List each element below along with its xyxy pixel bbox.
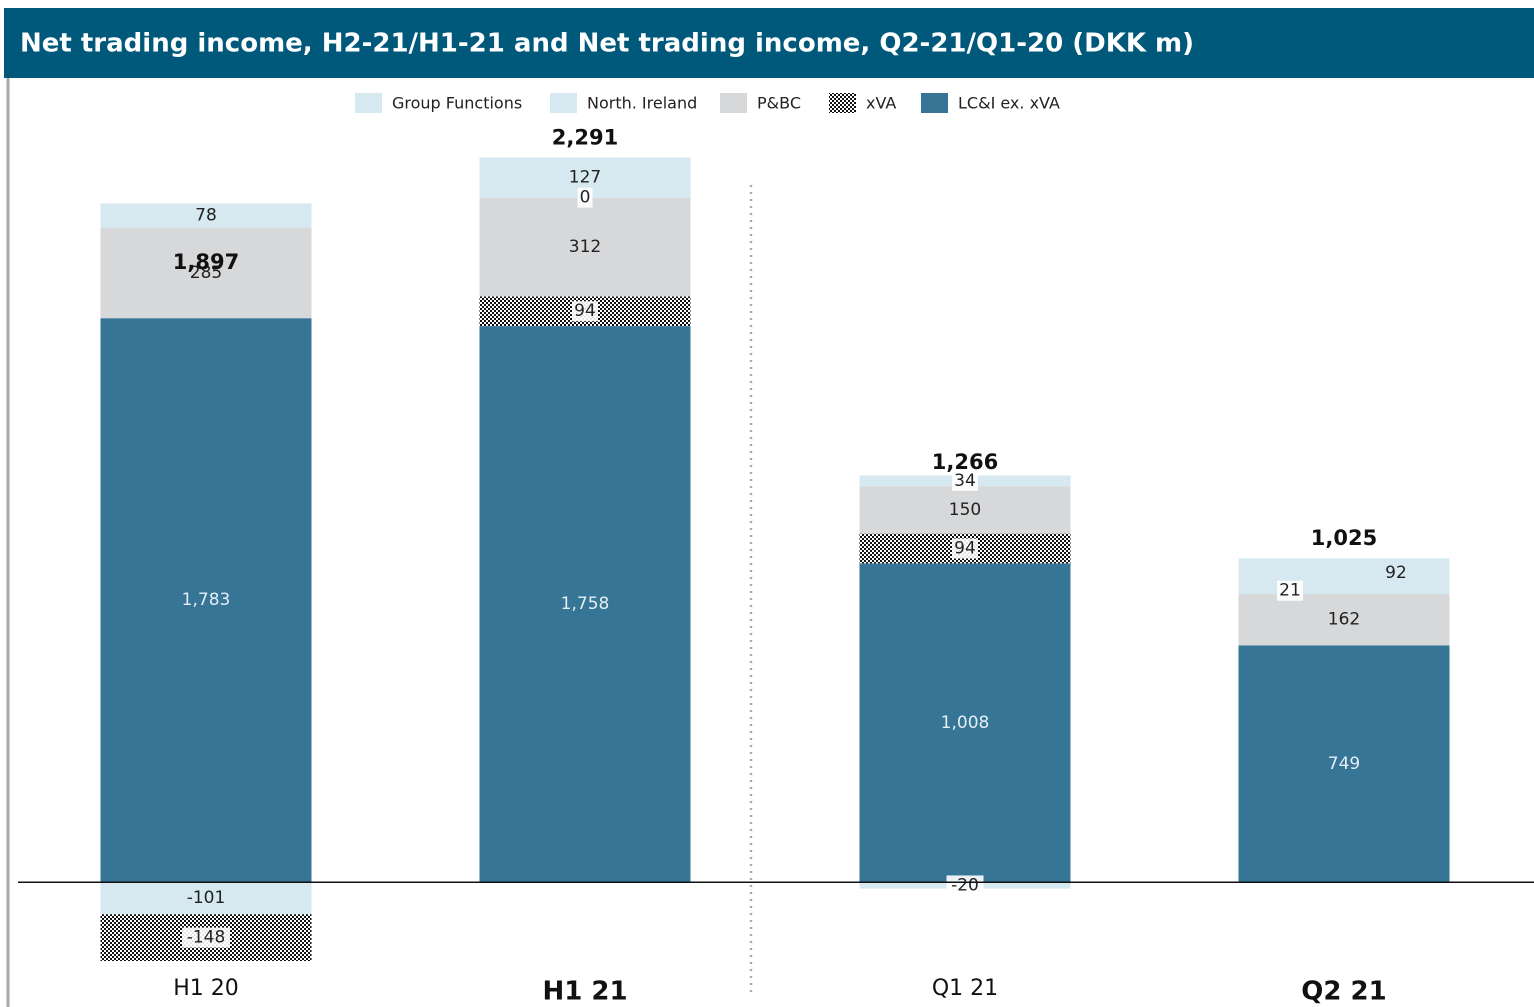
bar-segment <box>1238 594 1450 646</box>
legend-label: LC&I ex. xVA <box>958 94 1060 113</box>
segment-label: 1,783 <box>182 590 231 610</box>
bar-segment <box>1238 558 1450 588</box>
label-bg <box>952 538 978 559</box>
label-bg <box>1277 580 1303 601</box>
segment-label: 21 <box>1279 581 1301 601</box>
label-bg <box>952 470 978 491</box>
bar-segment <box>100 318 312 883</box>
legend-swatch <box>550 93 577 113</box>
segment-label: 312 <box>569 237 601 257</box>
segment-label: 94 <box>954 539 976 559</box>
total-label: 1,025 <box>1311 526 1377 550</box>
segment-label: 150 <box>949 500 981 520</box>
segment-label: 0 <box>580 188 591 208</box>
segment-label: 1,758 <box>561 594 610 614</box>
segment-label: 749 <box>1328 754 1360 774</box>
legend-label: xVA <box>866 94 896 113</box>
chart-title: Net trading income, H2-21/H1-21 and Net … <box>20 29 1194 59</box>
x-tick-label: H1 20 <box>173 976 239 1001</box>
title-bar <box>4 8 1534 78</box>
total-label: 1,266 <box>932 450 998 474</box>
total-label: 2,291 <box>552 125 618 149</box>
label-bg <box>572 301 598 322</box>
segment-label: 162 <box>1328 610 1360 630</box>
bar-segment <box>479 197 691 297</box>
legend-swatch <box>720 93 747 113</box>
segment-label: 127 <box>569 168 601 188</box>
segment-label: 1,008 <box>941 713 990 733</box>
legend-label: Group Functions <box>392 94 522 113</box>
segment-label: 94 <box>574 301 596 321</box>
label-bg <box>577 187 593 208</box>
legend-label: P&BC <box>757 94 801 113</box>
legend-swatch <box>355 93 382 113</box>
label-bg <box>946 875 984 896</box>
bar-segment <box>479 326 691 883</box>
segment-label: 285 <box>190 263 222 283</box>
x-tick-label: Q2 21 <box>1301 977 1386 1007</box>
segment-label: 34 <box>954 471 976 491</box>
segment-label: -148 <box>187 928 226 948</box>
bar-segment <box>100 203 312 229</box>
bar-segment <box>100 228 312 319</box>
segment-label: 92 <box>1385 563 1407 583</box>
x-tick-label: H1 21 <box>542 977 627 1007</box>
x-tick-label: Q1 21 <box>932 976 998 1001</box>
segment-label: 78 <box>195 206 217 226</box>
bar-segment <box>100 882 312 915</box>
bar-segment <box>1238 645 1450 883</box>
legend-swatch <box>921 93 948 113</box>
legend-swatch <box>829 93 856 113</box>
bar-segment <box>859 486 1071 534</box>
segment-label: -20 <box>951 875 979 895</box>
segment-label: -101 <box>187 888 226 908</box>
label-bg <box>182 927 230 948</box>
bar-segment <box>859 563 1071 883</box>
total-label: 1,897 <box>173 250 239 274</box>
bar-segment <box>1238 587 1450 595</box>
legend-label: North. Ireland <box>587 94 697 113</box>
